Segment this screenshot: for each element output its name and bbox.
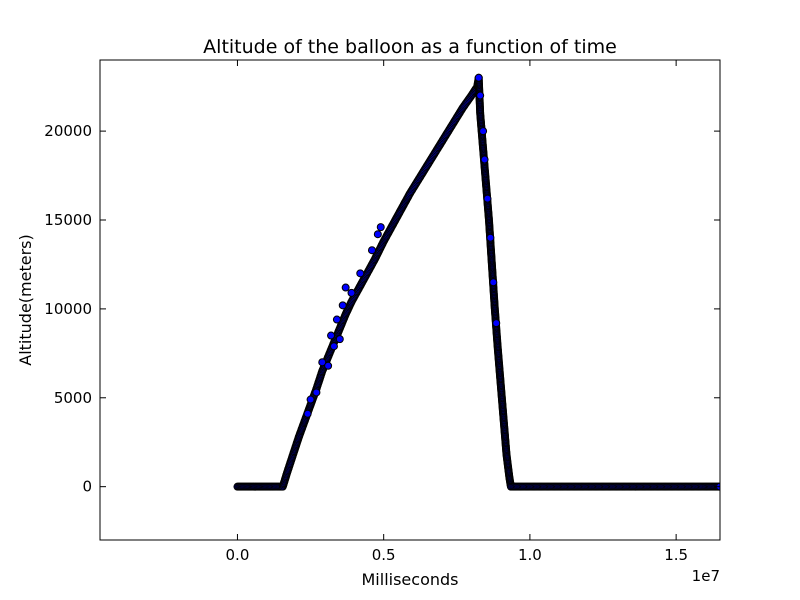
data-point — [341, 283, 350, 292]
y-tick-label: 15000 — [44, 211, 92, 229]
x-offset-label: 1e7 — [692, 567, 720, 585]
data-point — [486, 233, 495, 242]
x-axis: 0.0 0.5 1.0 1.5 — [226, 60, 688, 564]
data-point — [376, 223, 385, 232]
y-tick-label: 0 — [82, 478, 92, 496]
plot-frame — [99, 59, 721, 541]
y-tick-label: 10000 — [44, 300, 92, 318]
data-point — [338, 301, 347, 310]
data-point — [489, 278, 498, 287]
x-tick-label: 1.0 — [518, 546, 542, 564]
x-tick-label: 0.5 — [372, 546, 396, 564]
y-tick-label: 20000 — [44, 122, 92, 140]
x-tick-label: 0.0 — [226, 546, 250, 564]
data-point — [483, 194, 492, 203]
data-point — [329, 342, 338, 351]
data-point — [373, 230, 382, 239]
data-point — [324, 361, 333, 370]
data-point — [356, 269, 365, 278]
data-point — [327, 331, 336, 340]
data-point — [492, 319, 501, 328]
data-point — [474, 73, 483, 82]
x-tick-label: 1.5 — [664, 546, 688, 564]
data-point — [312, 388, 321, 397]
data-markers — [233, 73, 720, 491]
x-axis-label: Milliseconds — [362, 570, 459, 589]
data-point — [332, 315, 341, 324]
data-point — [367, 246, 376, 255]
data-point — [306, 395, 315, 404]
data-point — [479, 127, 488, 136]
data-point — [480, 155, 489, 164]
y-axis-label: Altitude(meters) — [16, 234, 35, 365]
data-point — [335, 335, 344, 344]
y-axis: 0 5000 10000 15000 20000 — [44, 122, 720, 496]
data-point — [347, 288, 356, 297]
y-tick-label: 5000 — [54, 389, 92, 407]
data-point — [303, 409, 312, 418]
data-point — [318, 358, 327, 367]
data-point — [476, 91, 485, 100]
chart-title: Altitude of the balloon as a function of… — [203, 36, 617, 58]
